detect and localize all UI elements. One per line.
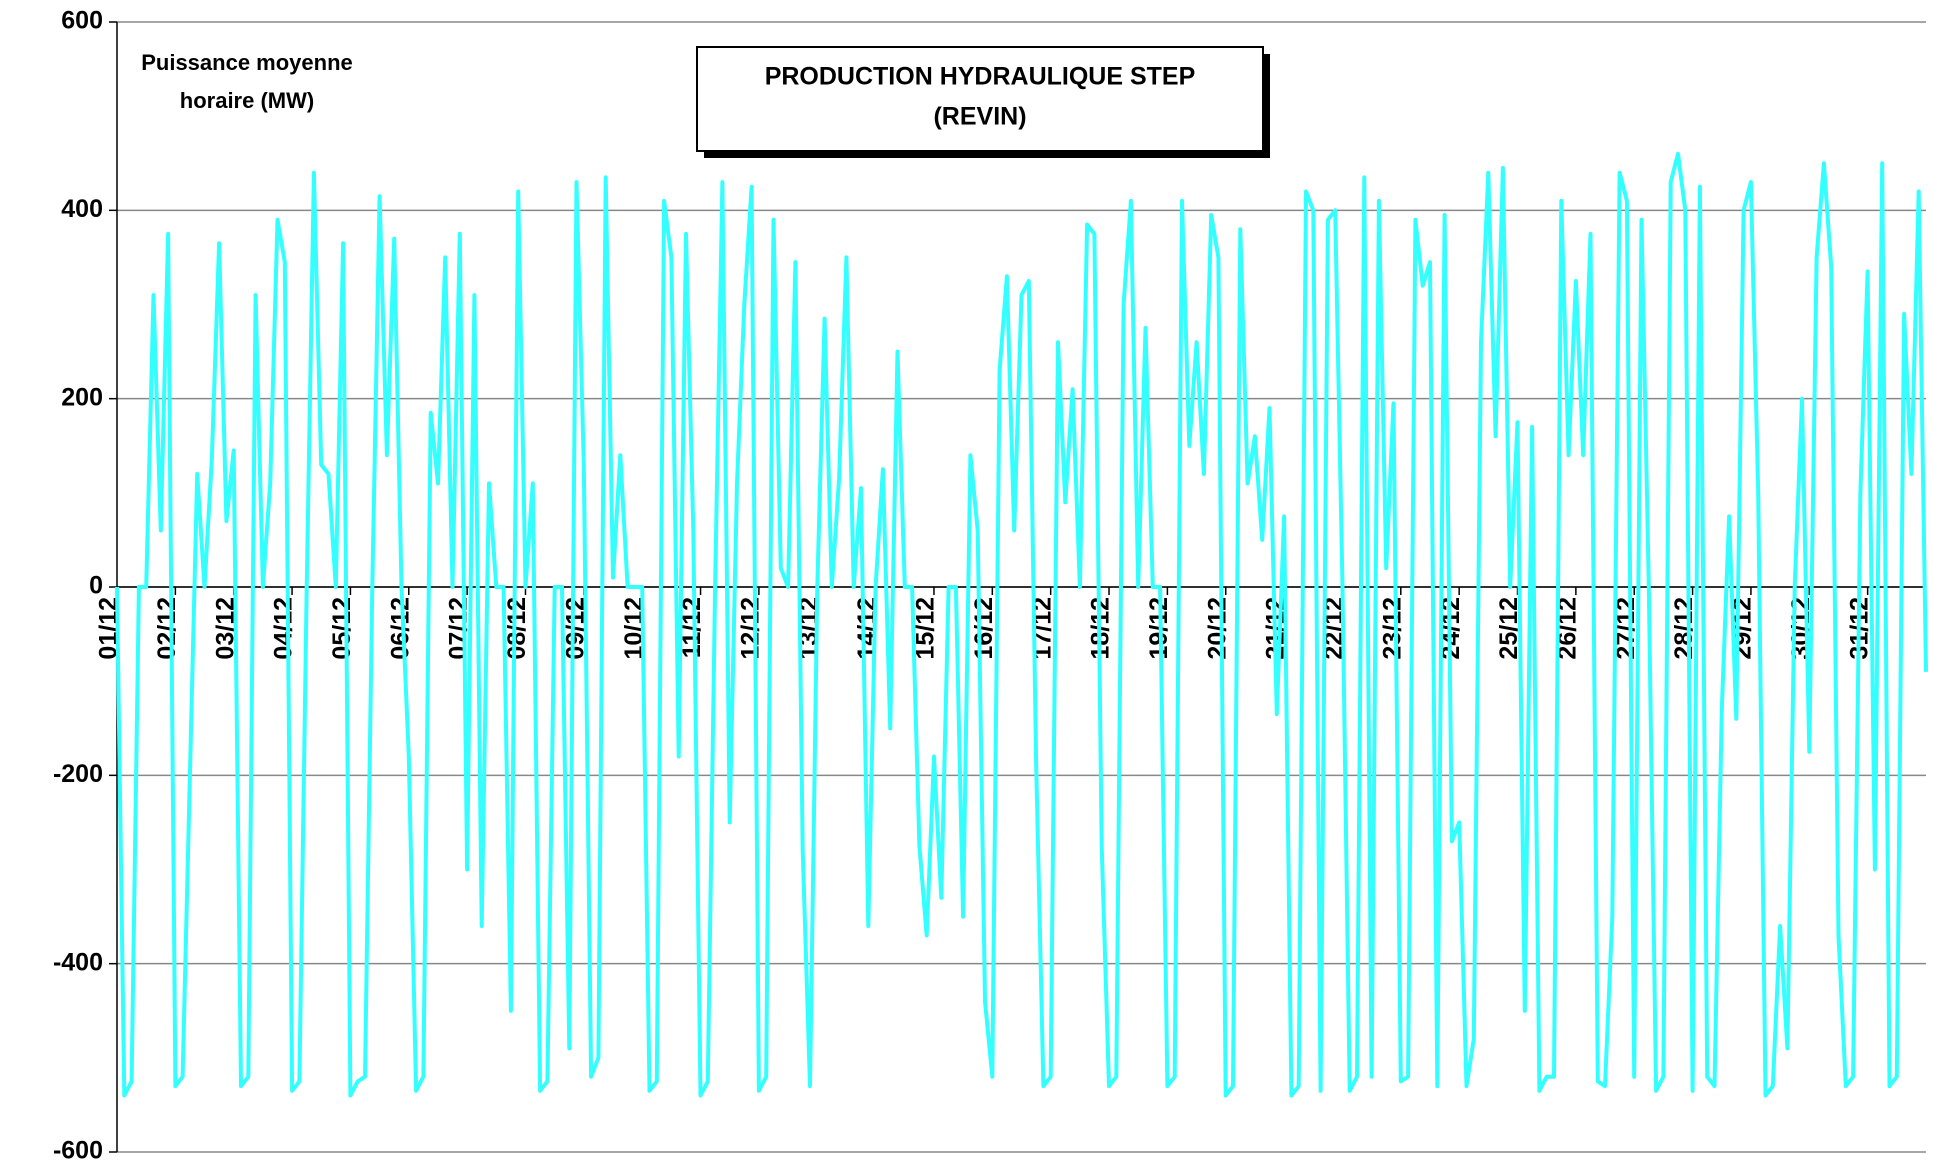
x-tick-label: 28/12	[1670, 597, 1698, 660]
x-tick-label: 23/12	[1378, 597, 1406, 660]
x-tick-label: 20/12	[1203, 597, 1231, 660]
y-tick-label: -600	[53, 1137, 103, 1165]
x-tick-label: 15/12	[912, 597, 940, 660]
y-tick-label: -400	[53, 948, 103, 976]
x-tick-label: 11/12	[678, 597, 706, 658]
x-tick-label: 05/12	[328, 597, 356, 660]
y-tick-label: 0	[89, 572, 103, 600]
chart-title: PRODUCTION HYDRAULIQUE STEP	[765, 63, 1196, 91]
y-tick-label: 200	[61, 383, 103, 411]
x-tick-label: 12/12	[737, 597, 765, 660]
y-axis-label: Puissance moyenne	[141, 50, 353, 75]
chart-title: (REVIN)	[933, 103, 1026, 131]
y-tick-label: 600	[61, 7, 103, 35]
x-tick-label: 08/12	[503, 597, 531, 660]
x-tick-label: 04/12	[270, 597, 298, 660]
y-tick-label: -200	[53, 760, 103, 788]
x-tick-label: 16/12	[970, 597, 998, 660]
y-axis-label: horaire (MW)	[180, 88, 314, 113]
title-box	[696, 46, 1264, 152]
y-tick-label: 400	[61, 195, 103, 223]
x-tick-label: 02/12	[153, 597, 181, 660]
data-line	[115, 151, 1928, 1098]
